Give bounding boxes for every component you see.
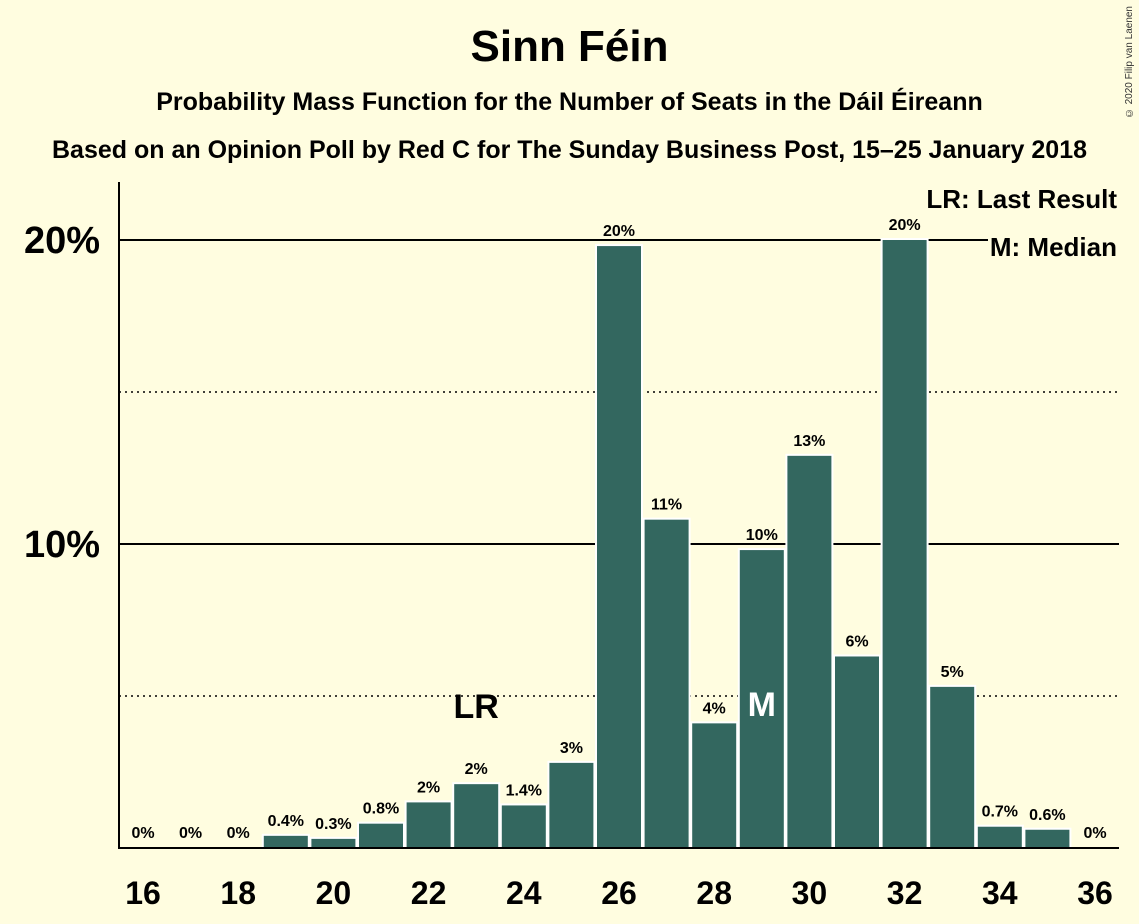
data-label: 20% (603, 223, 635, 240)
x-tick-label: 16 (125, 875, 161, 911)
data-label: 20% (889, 217, 921, 234)
data-label: 6% (845, 633, 868, 650)
bar (739, 550, 784, 848)
bar (644, 519, 689, 848)
x-tick-label: 26 (601, 875, 637, 911)
bar (977, 826, 1022, 848)
bar (597, 246, 641, 848)
bar (1025, 829, 1070, 848)
bar (930, 686, 975, 848)
data-label: 0.8% (363, 801, 399, 818)
bar (549, 762, 594, 848)
bar (692, 723, 737, 848)
x-tick-label: 30 (792, 875, 828, 911)
bar (263, 835, 308, 848)
data-label: 0.6% (1029, 807, 1065, 824)
data-label: 0% (131, 825, 154, 842)
bar (311, 838, 356, 848)
y-tick-label: 20% (24, 220, 100, 262)
data-label: 0% (227, 825, 250, 842)
bar (882, 240, 927, 848)
data-label: 0% (179, 825, 202, 842)
data-label: 3% (560, 740, 583, 757)
bar (835, 656, 879, 848)
legend-last-result: LR: Last Result (924, 184, 1119, 215)
data-label: 2% (417, 779, 440, 796)
legend-median: M: Median (987, 232, 1119, 263)
x-tick-label: 34 (982, 875, 1018, 911)
x-tick-label: 18 (220, 875, 256, 911)
y-tick-label: 10% (24, 524, 100, 566)
bar (406, 802, 451, 848)
data-label: 13% (793, 433, 825, 450)
bar (359, 823, 403, 848)
data-label: 5% (941, 664, 964, 681)
data-label: 10% (746, 527, 778, 544)
bar (787, 455, 832, 848)
data-label: 1.4% (506, 782, 542, 799)
last-result-marker: LR (454, 688, 499, 726)
median-marker: M (748, 686, 776, 724)
data-label: 0.3% (315, 816, 351, 833)
x-tick-label: 22 (411, 875, 447, 911)
x-tick-label: 36 (1077, 875, 1113, 911)
data-label: 0% (1083, 825, 1106, 842)
data-label: 0.4% (268, 813, 304, 830)
bar (454, 784, 499, 848)
x-tick-label: 20 (316, 875, 352, 911)
x-tick-label: 32 (887, 875, 923, 911)
bar (501, 805, 546, 848)
x-tick-label: 24 (506, 875, 542, 911)
chart-source-subtitle: Based on an Opinion Poll by Red C for Th… (51, 136, 1088, 164)
data-label: 0.7% (982, 804, 1018, 821)
data-label: 4% (703, 700, 726, 717)
chart-title: Sinn Féin (470, 22, 669, 71)
chart-subtitle: Probability Mass Function for the Number… (156, 88, 983, 116)
data-label: 11% (651, 497, 682, 514)
data-label: 2% (465, 761, 488, 778)
x-tick-label: 28 (696, 875, 732, 911)
